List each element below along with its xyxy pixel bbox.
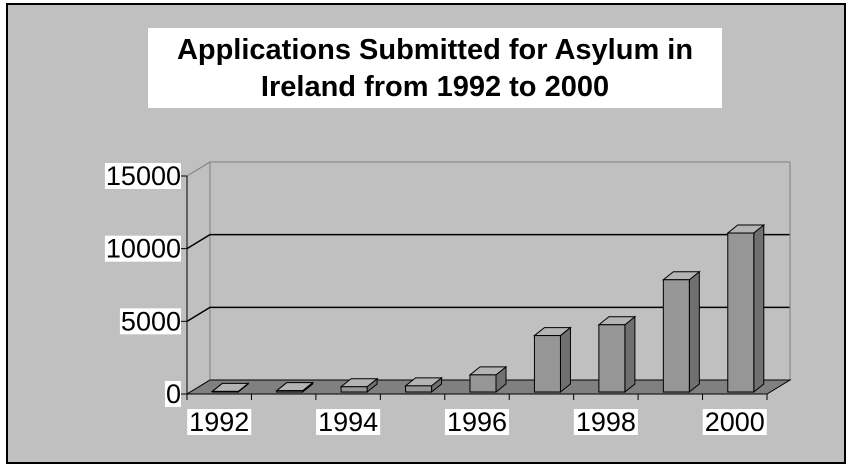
bar-side <box>559 326 571 394</box>
chart-title-line-1: Applications Submitted for Asylum in <box>176 34 694 66</box>
bar-front <box>276 390 304 393</box>
bar-front <box>598 324 626 393</box>
y-tick-label: 10000 <box>106 234 181 264</box>
bar <box>339 377 379 394</box>
x-tick-label-bg <box>444 409 510 435</box>
bar <box>597 315 637 394</box>
bar-front <box>533 335 561 393</box>
bar <box>468 365 508 394</box>
y-tick-label-bg <box>164 381 181 407</box>
bar <box>661 270 701 394</box>
y-tick-label-bg <box>119 308 181 335</box>
bar-side <box>624 315 636 394</box>
bar-front <box>469 374 497 393</box>
bar <box>210 382 250 394</box>
bar-front <box>662 279 690 393</box>
x-tick-label: 2000 <box>705 407 765 437</box>
y-tick-label-bg <box>104 163 181 189</box>
bar-front <box>405 385 433 393</box>
x-tick-label-bg <box>187 409 252 435</box>
bar-front <box>211 390 239 393</box>
x-tick-label-bg <box>316 409 381 435</box>
bar-front <box>727 232 755 393</box>
bar <box>275 381 315 394</box>
y-tick-label: 15000 <box>106 161 181 191</box>
bar-front <box>340 386 368 393</box>
x-tick-label: 1994 <box>318 407 378 437</box>
x-tick-label-bg <box>573 409 638 435</box>
bar <box>533 326 572 394</box>
x-tick-label: 1992 <box>189 407 249 437</box>
bar <box>726 223 766 394</box>
bar-side <box>688 270 700 394</box>
gridline <box>186 306 790 322</box>
bar <box>404 376 443 394</box>
x-tick-label-bg <box>702 409 767 435</box>
x-tick-label: 1998 <box>576 407 636 437</box>
y-tick-label-bg <box>104 235 181 262</box>
gridline <box>186 161 790 177</box>
bar-side <box>753 223 765 394</box>
chart-title-line-2: Ireland from 1992 to 2000 <box>260 71 610 103</box>
x-tick-label: 1996 <box>447 407 507 437</box>
y-tick-label: 0 <box>166 379 181 409</box>
chart-title: Applications Submitted for Asylum in Ire… <box>148 28 722 108</box>
gridline <box>186 233 790 250</box>
y-tick-label: 5000 <box>121 306 181 336</box>
